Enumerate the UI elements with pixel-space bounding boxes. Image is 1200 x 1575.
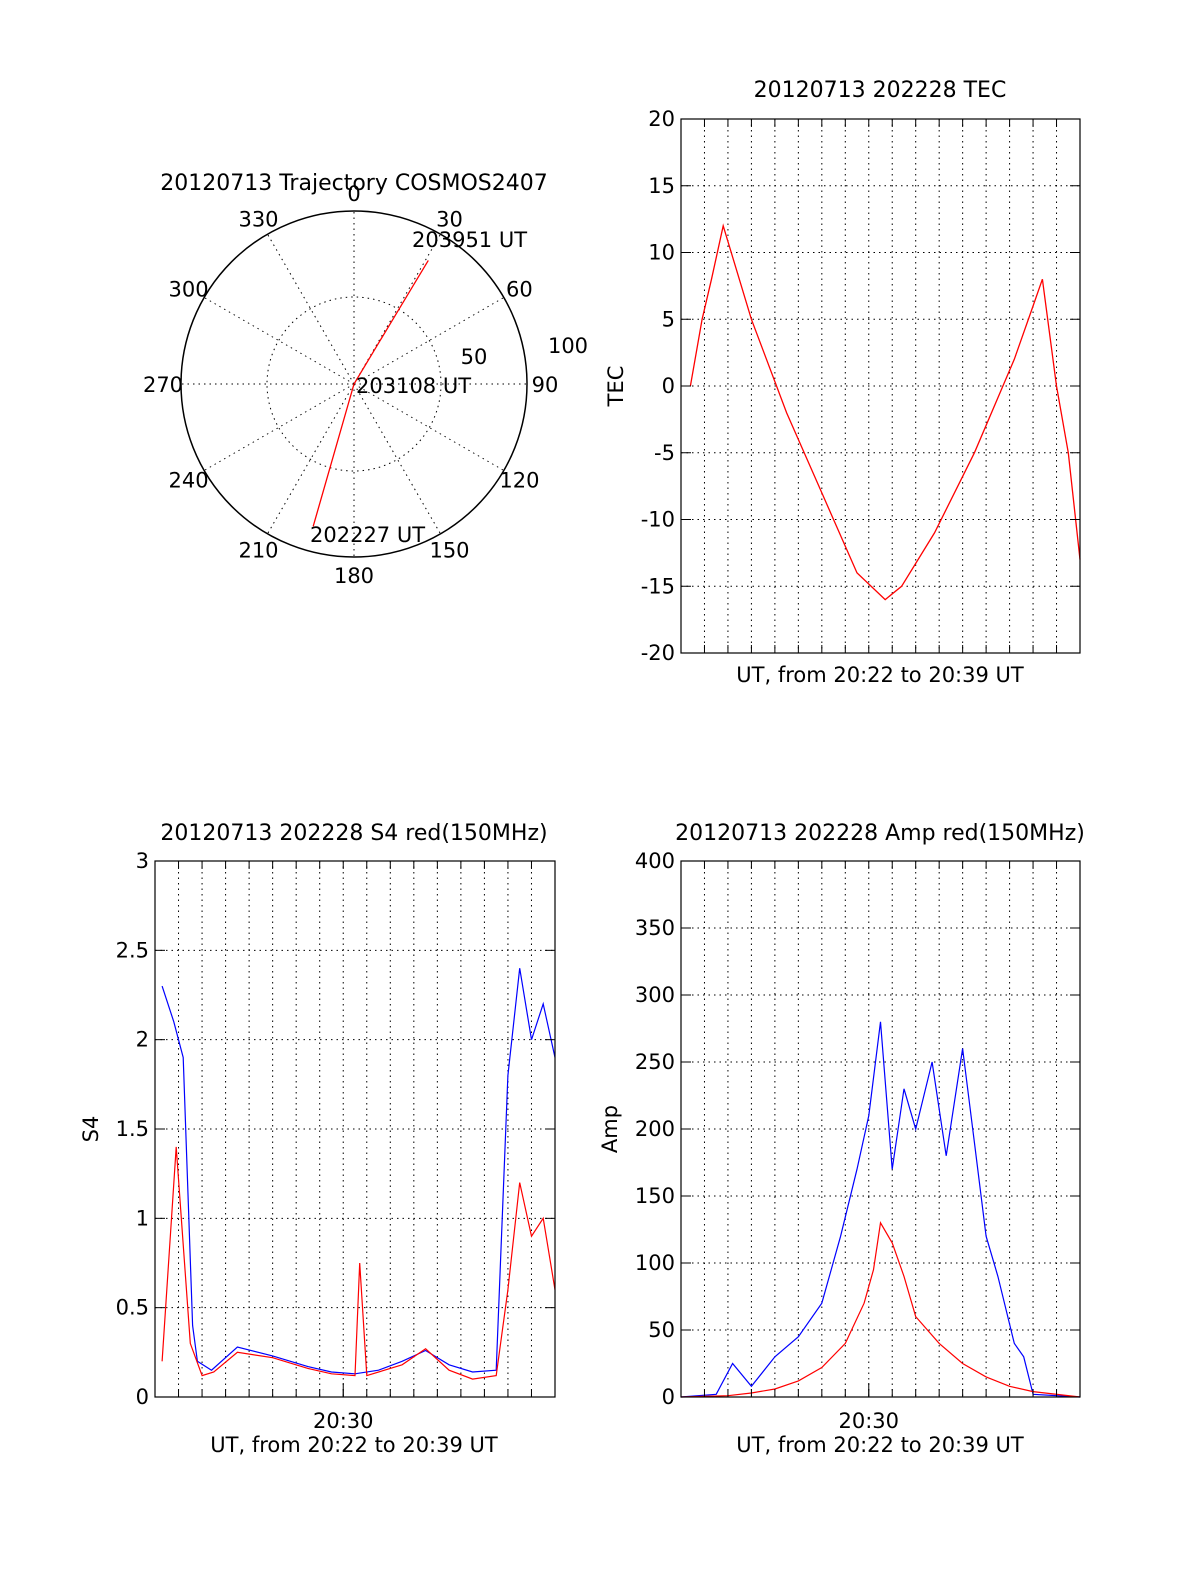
y-tick-label: 400 [635,849,675,873]
y-tick-label: 3 [136,849,149,873]
azimuth-label: 270 [143,373,183,397]
end-time-label: 203951 UT [412,228,527,252]
azimuth-label: 120 [499,469,539,493]
azimuth-label: 180 [334,564,374,588]
y-tick-label: 0 [662,374,675,398]
trajectory-title: 20120713 Trajectory COSMOS2407 [160,171,547,196]
azimuth-label: 240 [169,469,209,493]
y-tick-label: 2.5 [116,938,149,962]
azimuth-spoke [353,297,505,385]
tec-x-minor-ticks [703,119,1058,653]
s4-grid [155,861,555,1397]
s4-series-red [161,1146,556,1380]
y-tick-label: 0.5 [116,1296,149,1320]
y-tick-label: 10 [648,241,675,265]
y-tick-label: 5 [662,307,675,331]
y-tick-label: 0 [136,1385,149,1409]
amp-y-axis-label: Amp [598,1105,622,1153]
s4-title: 20120713 202228 S4 red(150MHz) [160,821,547,846]
elevation-circle [266,296,442,472]
azimuth-label: 150 [429,538,469,562]
azimuth-spoke [353,383,441,535]
tec-title: 20120713 202228 TEC [754,78,1007,103]
x-tick-label: 20:30 [313,1409,374,1433]
azimuth-spoke [353,383,505,471]
s4-panel: 20120713 202228 S4 red(150MHz) 0 0.5 1 1.5 2… [79,821,556,1457]
tec-panel: 20120713 202228 TEC -20-15-10-505101520 … [604,78,1081,687]
y-tick-label: -5 [654,441,675,465]
azimuth-spoke [203,383,355,471]
amp-grid [681,861,1080,1397]
tec-y-axis-label: TEC [604,366,628,408]
y-tick-label: -20 [641,641,675,665]
amp-series-blue [680,1021,1081,1398]
azimuth-label: 300 [169,278,209,302]
tec-x-axis-label: UT, from 20:22 to 20:39 UT [736,663,1024,687]
amp-x-tick-labels: 20:30 [838,1383,899,1433]
s4-series-blue [161,968,556,1375]
radial-label-50: 50 [461,345,488,369]
azimuth-labels: 0 30 60 90 120 150 180 210 240 270 300 330 [143,182,558,588]
amp-x-axis-label: UT, from 20:22 to 20:39 UT [736,1433,1024,1457]
azimuth-spoke [203,297,355,385]
s4-plot-frame [154,860,556,1398]
s4-x-axis-label: UT, from 20:22 to 20:39 UT [210,1433,498,1457]
tec-grid [681,119,1080,653]
azimuth-label: 60 [506,278,533,302]
radial-label-100: 100 [548,334,588,358]
y-tick-label: -15 [641,574,675,598]
y-tick-label: 300 [635,983,675,1007]
trajectory-panel: 20120713 Trajectory COSMOS2407 0 30 60 90 12… [143,171,588,588]
azimuth-spoke [267,233,355,385]
tec-y-tick-labels: -20 -15 -10 -5 0 5 10 15 20 [641,107,1080,665]
y-tick-label: 350 [635,916,675,940]
y-tick-label: 2 [136,1028,149,1052]
amp-title: 20120713 202228 Amp red(150MHz) [675,821,1085,846]
azimuth-label: 330 [238,208,278,232]
y-tick-label: 150 [635,1184,675,1208]
amp-panel: 20120713 202228 Amp red(150MHz) 0 50 100 15… [598,821,1085,1457]
y-tick-label: -10 [641,508,675,532]
azimuth-label: 0 [347,182,360,206]
y-tick-label: 15 [648,174,675,198]
y-tick-label: 250 [635,1050,675,1074]
azimuth-label: 30 [436,208,463,232]
amp-series-red [680,1221,1081,1398]
y-tick-label: 0 [662,1385,675,1409]
y-tick-label: 1 [136,1206,149,1230]
s4-y-tick-labels: 0 0.5 1 1.5 2 2.5 3 [116,849,555,1409]
s4-x-tick-labels: 20:30 [313,1383,374,1433]
mid-time-label: 203108 UT [356,374,471,398]
y-tick-label: 200 [635,1117,675,1141]
trajectory-line [312,260,429,527]
horizon-circle [180,210,528,558]
azimuth-label: 210 [238,538,278,562]
y-tick-label: 100 [635,1251,675,1275]
tec-series-red [689,223,1081,601]
y-tick-label: 50 [648,1318,675,1342]
amp-y-tick-labels: 0 50 100 150 200 250 300 350 400 [635,849,1080,1409]
s4-x-minor-ticks [178,861,532,1397]
s4-y-axis-label: S4 [79,1116,103,1143]
tec-plot-frame [680,118,1081,654]
y-tick-label: 1.5 [116,1117,149,1141]
amp-plot-frame [680,860,1081,1398]
azimuth-label: 90 [532,373,559,397]
x-tick-label: 20:30 [838,1409,899,1433]
azimuth-spoke [267,383,355,535]
y-tick-label: 20 [648,107,675,131]
start-time-label: 202227 UT [310,523,425,547]
